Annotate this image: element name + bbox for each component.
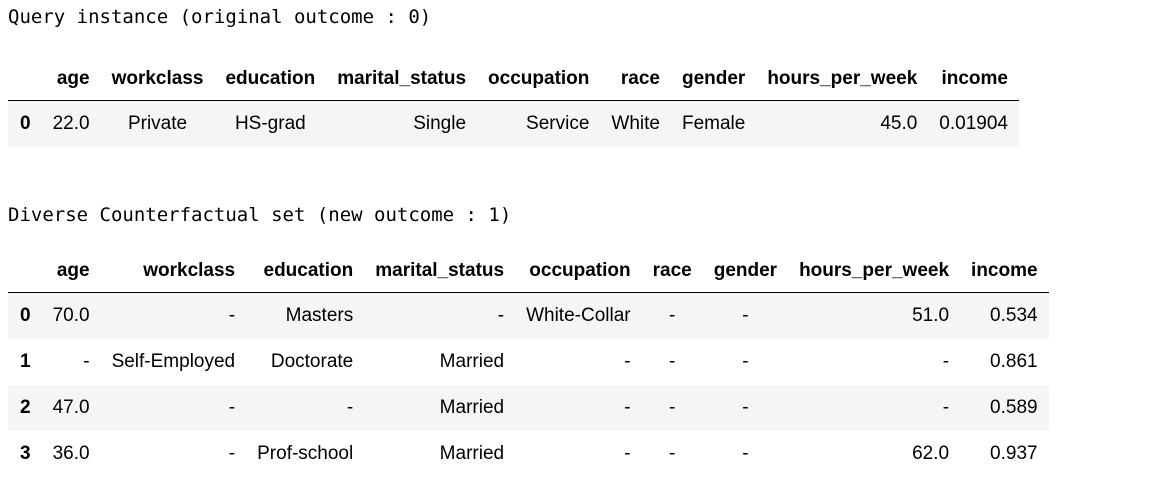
table-row: 0 22.0 Private HS-grad Single Service Wh…	[8, 100, 1019, 147]
education-cell: Masters	[285, 305, 354, 326]
table-header-row: age workclass education marital_status o…	[8, 58, 1019, 101]
gender-cell: -	[742, 397, 749, 418]
race-cell: -	[669, 351, 676, 372]
table-row: 0 70.0 - Masters - White-Collar - - 51.0…	[8, 292, 1049, 339]
age-cell: 47.0	[52, 397, 90, 418]
marital-status-header: marital_status	[364, 250, 516, 293]
occupation-cell: -	[624, 351, 631, 372]
marital-status-cell: -	[497, 305, 505, 326]
occupation-cell: -	[624, 443, 631, 464]
hours-per-week-header: hours_per_week	[756, 58, 929, 101]
race-cell: -	[669, 443, 676, 464]
education-cell: Doctorate	[270, 351, 354, 372]
education-cell: HS-grad	[234, 113, 306, 134]
workclass-cell: -	[228, 305, 236, 326]
occupation-cell: -	[624, 397, 631, 418]
workclass-header: workclass	[100, 58, 215, 101]
row-index: 2	[20, 397, 31, 418]
table-header-row: age workclass education marital_status o…	[8, 250, 1049, 293]
marital-status-cell: Single	[413, 113, 467, 134]
counterfactual-table: age workclass education marital_status o…	[8, 250, 1049, 477]
hours-per-week-cell: -	[942, 397, 950, 418]
workclass-cell: Private	[127, 113, 188, 134]
age-header: age	[41, 250, 101, 293]
hours-per-week-cell: 45.0	[880, 113, 918, 134]
income-cell: 0.534	[990, 305, 1038, 326]
occupation-cell: White-Collar	[526, 305, 631, 326]
race-cell: -	[669, 305, 676, 326]
education-cell: -	[346, 397, 354, 418]
table-row: 2 47.0 - - Married - - - - 0.589	[8, 385, 1049, 431]
row-index: 3	[20, 443, 31, 464]
race-header: race	[641, 250, 703, 293]
workclass-header: workclass	[100, 250, 247, 293]
row-index: 0	[20, 113, 31, 134]
occupation-cell: Service	[526, 113, 590, 134]
age-cell: 22.0	[52, 113, 90, 134]
income-cell: 0.937	[990, 443, 1038, 464]
marital-status-cell: Married	[439, 351, 505, 372]
hours-per-week-cell: 51.0	[912, 305, 950, 326]
age-cell: -	[83, 351, 90, 372]
age-cell: 36.0	[52, 443, 90, 464]
age-cell: 70.0	[52, 305, 90, 326]
workclass-cell: -	[228, 397, 236, 418]
workclass-cell: Self-Employed	[111, 351, 236, 372]
workclass-cell: -	[228, 443, 236, 464]
marital-status-header: marital_status	[326, 58, 478, 101]
income-cell: 0.589	[990, 397, 1038, 418]
income-header: income	[928, 58, 1019, 101]
income-cell: 0.861	[990, 351, 1038, 372]
index-header	[8, 58, 42, 101]
index-header	[8, 250, 42, 293]
marital-status-cell: Married	[439, 443, 505, 464]
race-header: race	[600, 58, 671, 101]
income-cell: 0.01904	[939, 113, 1008, 134]
education-header: education	[246, 250, 365, 293]
row-index: 1	[20, 351, 31, 372]
education-header: education	[214, 58, 327, 101]
occupation-header: occupation	[515, 250, 642, 293]
hours-per-week-header: hours_per_week	[788, 250, 961, 293]
marital-status-cell: Married	[439, 397, 505, 418]
gender-header: gender	[670, 58, 757, 101]
table-row: 3 36.0 - Prof-school Married - - - 62.0 …	[8, 431, 1049, 477]
hours-per-week-cell: -	[942, 351, 950, 372]
row-index: 0	[20, 305, 31, 326]
gender-header: gender	[702, 250, 789, 293]
counterfactual-set-title: Diverse Counterfactual set (new outcome …	[8, 204, 512, 226]
race-cell: White	[611, 113, 660, 134]
query-instance-title: Query instance (original outcome : 0)	[8, 6, 432, 28]
gender-cell: -	[742, 443, 749, 464]
gender-cell: Female	[681, 113, 746, 134]
query-instance-table: age workclass education marital_status o…	[8, 58, 1019, 147]
occupation-header: occupation	[477, 58, 601, 101]
gender-cell: -	[742, 305, 749, 326]
hours-per-week-cell: 62.0	[912, 443, 950, 464]
race-cell: -	[669, 397, 676, 418]
age-header: age	[41, 58, 101, 101]
education-cell: Prof-school	[257, 443, 354, 464]
income-header: income	[960, 250, 1049, 293]
gender-cell: -	[742, 351, 749, 372]
table-row: 1 - Self-Employed Doctorate Married - - …	[8, 339, 1049, 385]
